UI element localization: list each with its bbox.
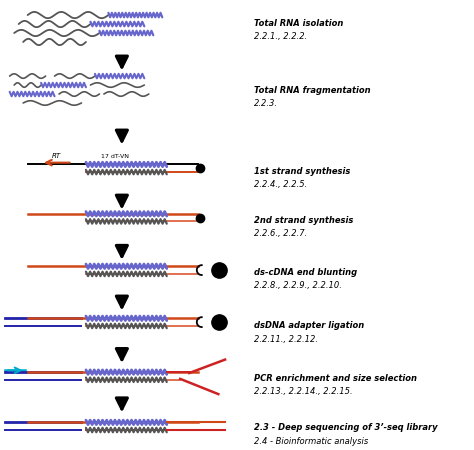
Text: 2.2.4., 2.2.5.: 2.2.4., 2.2.5.	[254, 180, 308, 189]
Text: 2.2.1., 2.2.2.: 2.2.1., 2.2.2.	[254, 32, 308, 41]
Text: 2.4 - Bioinformatic analysis: 2.4 - Bioinformatic analysis	[254, 437, 368, 446]
Text: 17 dT-VN: 17 dT-VN	[101, 154, 129, 159]
Text: 2.2.13., 2.2.14., 2.2.15.: 2.2.13., 2.2.14., 2.2.15.	[254, 387, 353, 396]
Text: Total RNA fragmentation: Total RNA fragmentation	[254, 86, 371, 95]
Text: 2.2.8., 2.2.9., 2.2.10.: 2.2.8., 2.2.9., 2.2.10.	[254, 281, 342, 290]
Text: 2nd strand synthesis: 2nd strand synthesis	[254, 216, 354, 225]
Text: 1st strand synthesis: 1st strand synthesis	[254, 166, 351, 176]
Text: 2.3 - Deep sequencing of 3’-seq library: 2.3 - Deep sequencing of 3’-seq library	[254, 423, 438, 432]
Text: 2.2.3.: 2.2.3.	[254, 99, 278, 108]
Text: 2.2.6., 2.2.7.: 2.2.6., 2.2.7.	[254, 230, 308, 238]
Text: RT: RT	[52, 153, 61, 159]
Text: 2.2.11., 2.2.12.: 2.2.11., 2.2.12.	[254, 335, 318, 344]
Text: Total RNA isolation: Total RNA isolation	[254, 18, 344, 27]
Text: dsDNA adapter ligation: dsDNA adapter ligation	[254, 321, 365, 330]
Text: ds-cDNA end blunting: ds-cDNA end blunting	[254, 268, 357, 277]
Text: PCR enrichment and size selection: PCR enrichment and size selection	[254, 374, 417, 383]
